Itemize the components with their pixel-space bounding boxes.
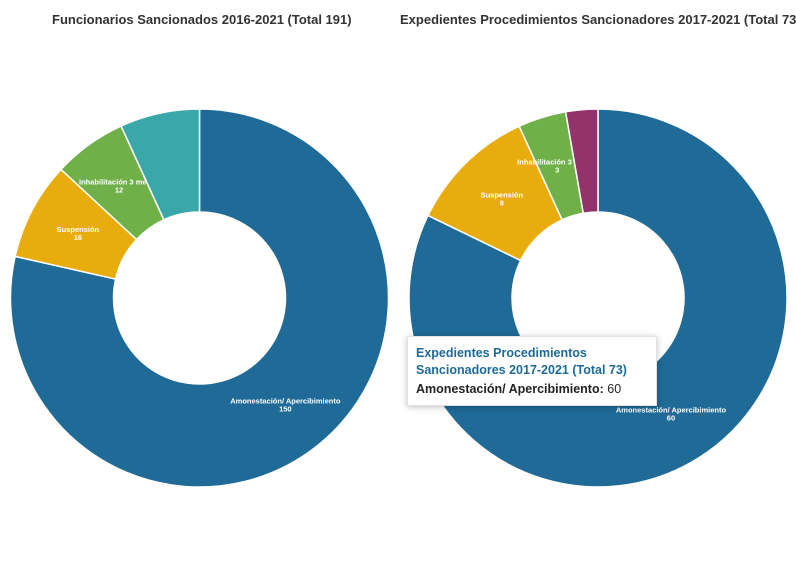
- tooltip-title: Expedientes Procedimientos Sancionadores…: [416, 346, 627, 377]
- slice-value: 60: [667, 414, 675, 423]
- slice-label: Suspensión: [481, 191, 524, 200]
- chart-title-expedientes: Expedientes Procedimientos Sancionadores…: [400, 12, 796, 27]
- tooltip-label: Amonestación/ Apercibimiento:: [416, 382, 604, 396]
- slice-label: Amonestación/ Apercibimiento: [230, 396, 341, 405]
- donut-slice[interactable]: [9, 108, 390, 488]
- slice-label: Inhabilitación 3 meses: [79, 177, 159, 186]
- slice-value: 12: [115, 185, 123, 194]
- slice-value: 16: [74, 233, 82, 242]
- donut-chart-2: Amonestación/ Apercibimiento60Suspensión…: [408, 108, 788, 488]
- slice-label: Amonestación/ Apercibimiento: [616, 406, 727, 415]
- slice-value: 8: [500, 199, 504, 208]
- donut-slice[interactable]: [564, 108, 599, 215]
- chart-title-funcionarios: Funcionarios Sancionados 2016-2021 (Tota…: [52, 12, 352, 27]
- tooltip-body: Amonestación/ Apercibimiento: 60: [416, 380, 648, 398]
- chart-tooltip: Expedientes Procedimientos Sancionadores…: [407, 336, 657, 406]
- tooltip-value: 60: [607, 382, 622, 396]
- slice-value: 3: [555, 166, 559, 175]
- slice-label: Suspensión: [57, 225, 100, 234]
- donut-slice[interactable]: [120, 108, 201, 221]
- slice-value: 150: [279, 404, 292, 413]
- slice-label: Inhabilitación 3 meses: [517, 158, 597, 167]
